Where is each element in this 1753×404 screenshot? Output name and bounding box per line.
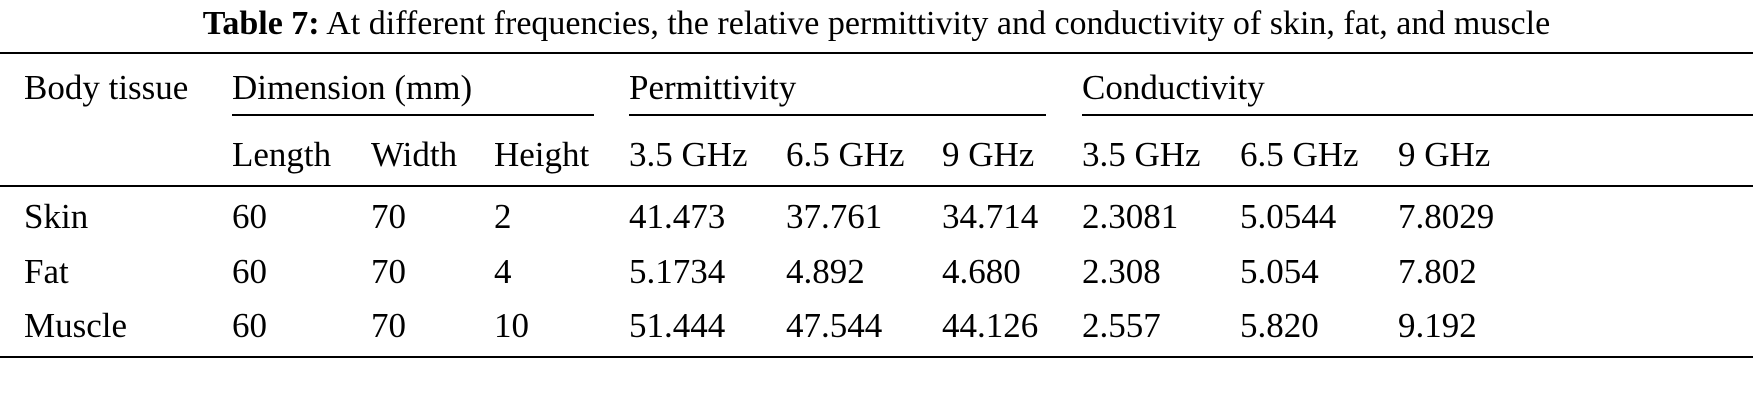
cell-perm-6-5ghz: 37.761 bbox=[786, 197, 883, 236]
cell-perm-3-5ghz: 41.473 bbox=[629, 197, 726, 236]
cell-cond-6-5ghz: 5.054 bbox=[1240, 252, 1319, 291]
cell-cond-3-5ghz: 2.3081 bbox=[1082, 197, 1179, 236]
cell-cond-6-5ghz: 5.820 bbox=[1240, 306, 1319, 345]
cell-length: 60 bbox=[232, 252, 267, 291]
cell-length: 60 bbox=[232, 306, 267, 345]
cell-height: 2 bbox=[494, 197, 512, 236]
cell-height: 10 bbox=[494, 306, 529, 345]
conductivity-group-rule bbox=[1082, 114, 1753, 116]
header-rule bbox=[0, 185, 1753, 187]
dimension-group-rule bbox=[232, 114, 594, 116]
cell-tissue: Muscle bbox=[24, 306, 128, 345]
column-header-cond-9ghz: 9 GHz bbox=[1398, 135, 1491, 174]
cell-tissue: Skin bbox=[24, 197, 89, 236]
column-header-perm-6-5ghz: 6.5 GHz bbox=[786, 135, 905, 174]
column-header-length: Length bbox=[232, 135, 332, 174]
cell-cond-9ghz: 7.802 bbox=[1398, 252, 1477, 291]
cell-cond-9ghz: 7.8029 bbox=[1398, 197, 1495, 236]
cell-cond-6-5ghz: 5.0544 bbox=[1240, 197, 1337, 236]
cell-cond-3-5ghz: 2.557 bbox=[1082, 306, 1161, 345]
cell-perm-9ghz: 44.126 bbox=[942, 306, 1039, 345]
column-header-height: Height bbox=[494, 135, 590, 174]
cell-perm-6-5ghz: 47.544 bbox=[786, 306, 883, 345]
cell-width: 70 bbox=[371, 306, 406, 345]
cell-perm-9ghz: 34.714 bbox=[942, 197, 1039, 236]
permittivity-group-rule bbox=[629, 114, 1046, 116]
column-group-conductivity: Conductivity bbox=[1082, 68, 1265, 107]
column-group-dimension: Dimension (mm) bbox=[232, 68, 473, 107]
cell-cond-9ghz: 9.192 bbox=[1398, 306, 1477, 345]
column-header-perm-3-5ghz: 3.5 GHz bbox=[629, 135, 748, 174]
cell-perm-3-5ghz: 5.1734 bbox=[629, 252, 726, 291]
cell-width: 70 bbox=[371, 252, 406, 291]
cell-length: 60 bbox=[232, 197, 267, 236]
column-header-perm-9ghz: 9 GHz bbox=[942, 135, 1035, 174]
bottom-rule bbox=[0, 356, 1753, 358]
cell-perm-9ghz: 4.680 bbox=[942, 252, 1021, 291]
cell-width: 70 bbox=[371, 197, 406, 236]
cell-perm-6-5ghz: 4.892 bbox=[786, 252, 865, 291]
column-header-body-tissue: Body tissue bbox=[24, 68, 189, 107]
caption-label: Table 7: bbox=[202, 5, 320, 42]
column-header-width: Width bbox=[371, 135, 458, 174]
column-group-permittivity: Permittivity bbox=[629, 68, 797, 107]
column-header-cond-3-5ghz: 3.5 GHz bbox=[1082, 135, 1201, 174]
cell-height: 4 bbox=[494, 252, 512, 291]
caption-text: At different frequencies, the relative p… bbox=[326, 5, 1551, 42]
table-caption: Table 7: At different frequencies, the r… bbox=[0, 4, 1753, 44]
cell-cond-3-5ghz: 2.308 bbox=[1082, 252, 1161, 291]
cell-tissue: Fat bbox=[24, 252, 69, 291]
cell-perm-3-5ghz: 51.444 bbox=[629, 306, 726, 345]
column-header-cond-6-5ghz: 6.5 GHz bbox=[1240, 135, 1359, 174]
top-rule bbox=[0, 52, 1753, 54]
